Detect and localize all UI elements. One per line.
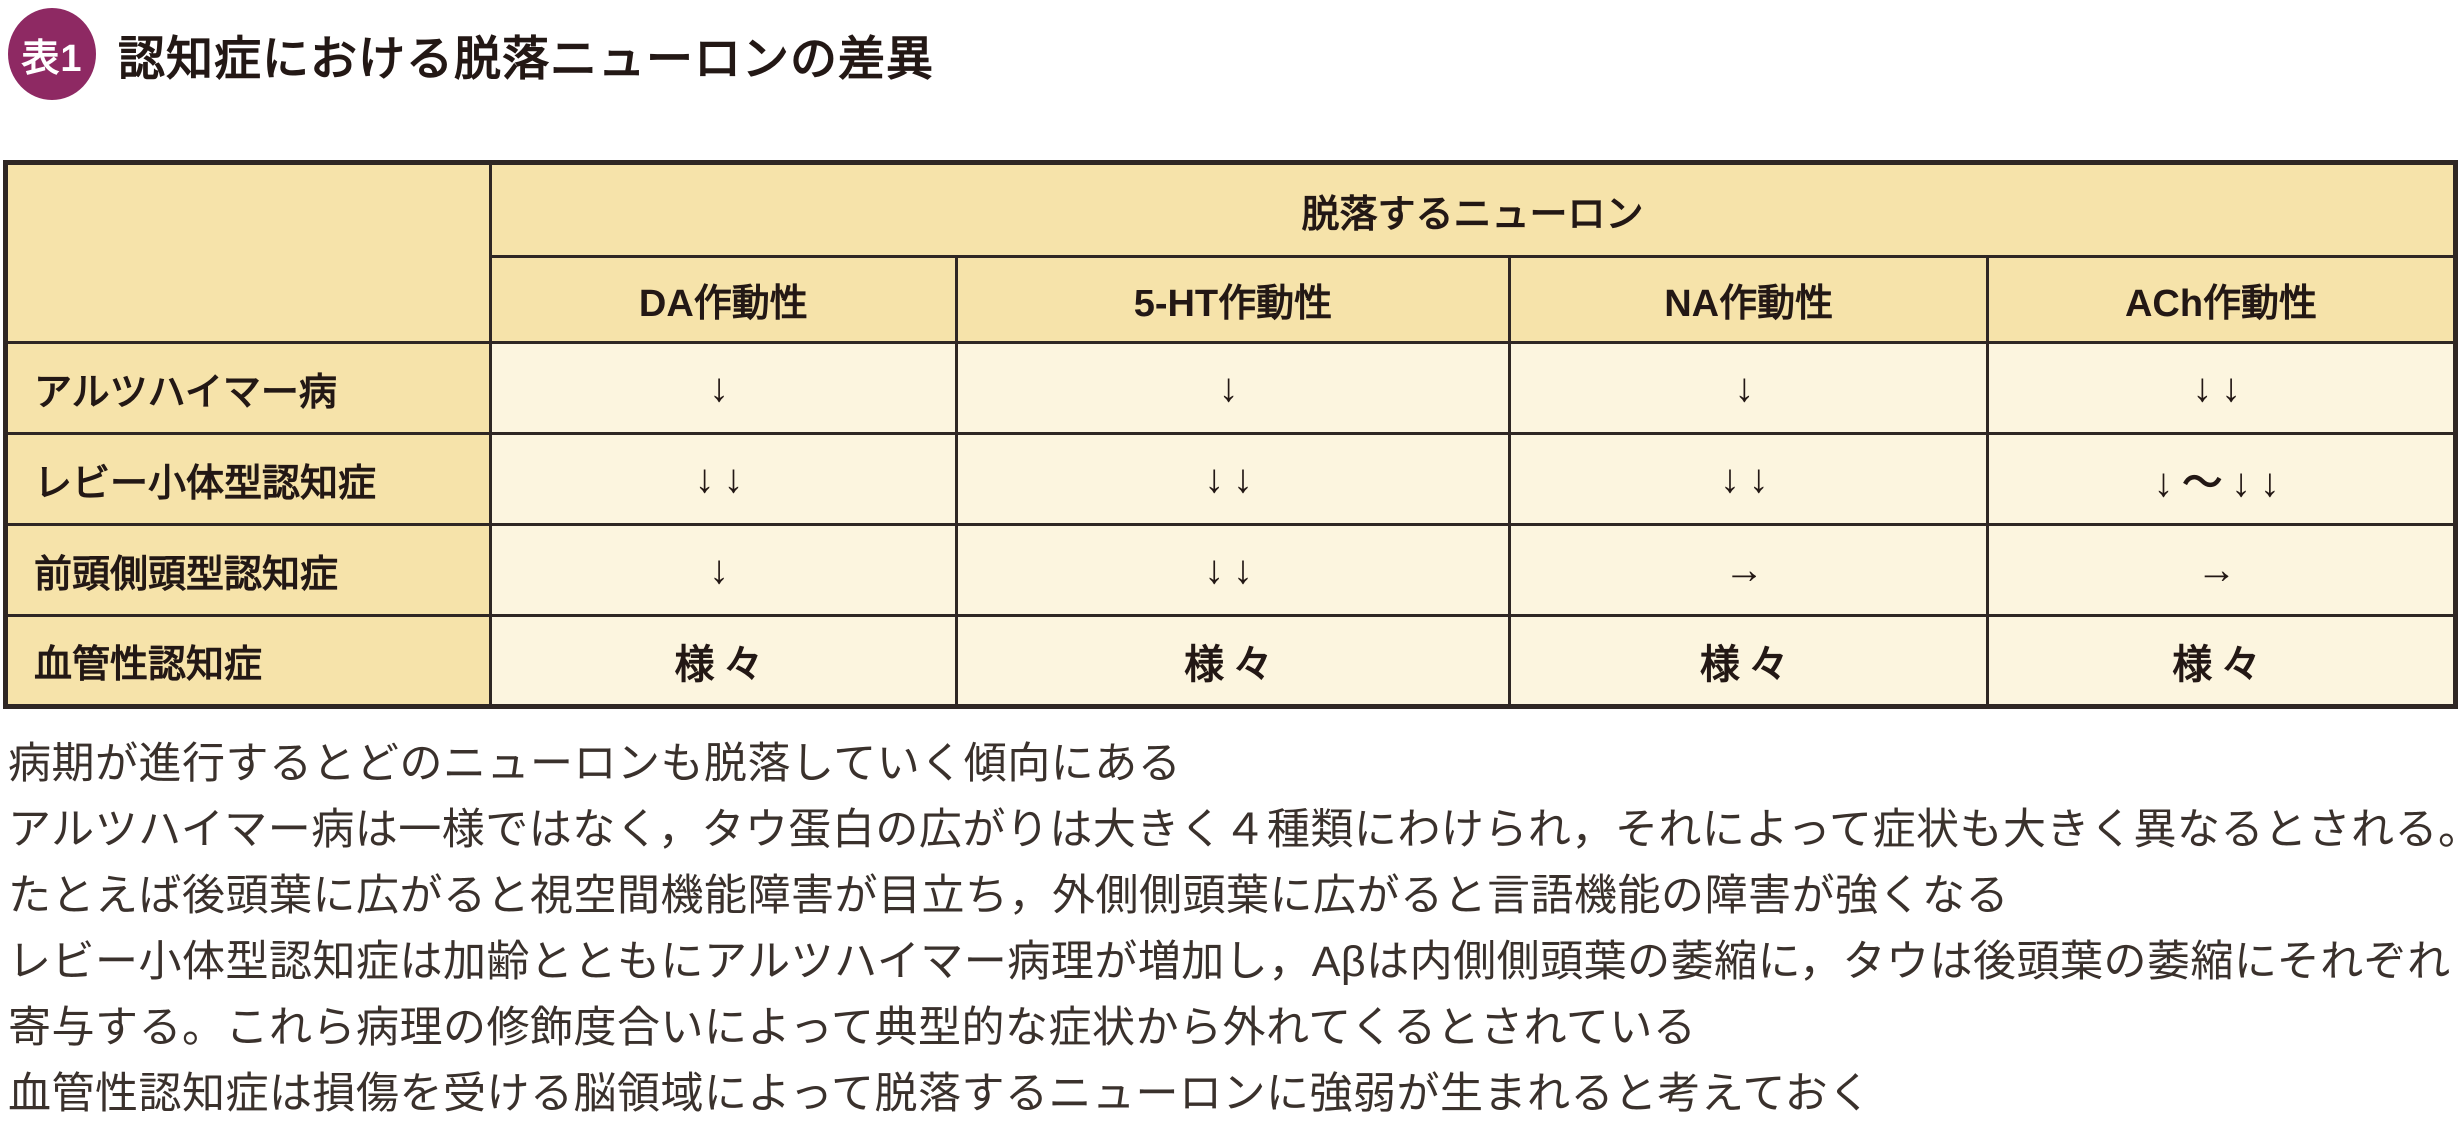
table-caption: 表1 認知症における脱落ニューロンの差異 (8, 6, 2458, 102)
table-row-frontotemporal: 前頭側頭型認知症 ↓ ↓↓ → → (3, 523, 2457, 617)
row-label: レビー小体型認知症 (3, 432, 493, 526)
cell-value: ↓〜↓↓ (1986, 432, 2457, 526)
cell-value: ↓↓ (954, 523, 1512, 617)
cell-value: → (1508, 523, 1990, 617)
page-title: 認知症における脱落ニューロンの差異 (118, 31, 934, 85)
corner-cell (3, 161, 493, 344)
cell-value: ↓↓ (954, 432, 1512, 526)
column-header-na: NA作動性 (1508, 255, 1990, 344)
cell-value: 様々 (1986, 614, 2457, 708)
table-notes: 病期が進行するとどのニューロンも脱落していく傾向にある アルツハイマー病は一様で… (8, 731, 2461, 1127)
cell-value: 様々 (954, 614, 1512, 708)
note-line: レビー小体型認知症は加齢とともにアルツハイマー病理が増加し，Aβは内側側頭葉の萎… (8, 938, 2451, 986)
column-header-ach: ACh作動性 (1986, 255, 2457, 344)
note-line: 血管性認知症は損傷を受ける脳領域によって脱落するニューロンに強弱が生まれると考え… (8, 1070, 1872, 1118)
note-line: 寄与する。これら病理の修飾度合いによって典型的な症状から外れてくるとされている (8, 1004, 1697, 1052)
note-line: 病期が進行するとどのニューロンも脱落していく傾向にある (8, 740, 1182, 788)
column-header-row: DA作動性 5-HT作動性 NA作動性 ACh作動性 (6, 255, 2457, 344)
cell-value: → (1986, 523, 2457, 617)
row-label: アルツハイマー病 (3, 341, 493, 435)
table-row-vascular: 血管性認知症 様々 様々 様々 様々 (3, 614, 2457, 708)
cell-value: ↓ (954, 341, 1512, 435)
table-row-alzheimer: アルツハイマー病 ↓ ↓ ↓ ↓↓ (3, 341, 2457, 435)
column-header-da: DA作動性 (489, 255, 958, 344)
table-row-lewy: レビー小体型認知症 ↓↓ ↓↓ ↓↓ ↓〜↓↓ (3, 432, 2457, 526)
group-header-row: 脱落するニューロン (3, 161, 2457, 344)
group-header: 脱落するニューロン (489, 161, 2457, 258)
cell-value: ↓ (489, 341, 958, 435)
note-line: アルツハイマー病は一様ではなく，タウ蛋白の広がりは大きく４種類にわけられ，それに… (8, 806, 2461, 854)
cell-value: ↓ (1508, 341, 1990, 435)
cell-value: 様々 (489, 614, 958, 708)
note-line: たとえば後頭葉に広がると視空間機能障害が目立ち，外側側頭葉に広がると言語機能の障… (8, 872, 2009, 920)
cell-value: ↓ (489, 523, 958, 617)
table-number-badge: 表1 (8, 8, 96, 100)
cell-value: ↓↓ (1986, 341, 2457, 435)
cell-value: ↓↓ (1508, 432, 1990, 526)
row-label: 血管性認知症 (3, 614, 493, 708)
cell-value: ↓↓ (489, 432, 958, 526)
neuron-loss-table: 脱落するニューロン DA作動性 5-HT作動性 NA作動性 ACh作動性 アルツ… (3, 160, 2458, 709)
column-header-5ht: 5-HT作動性 (954, 255, 1512, 344)
cell-value: 様々 (1508, 614, 1990, 708)
row-label: 前頭側頭型認知症 (3, 523, 493, 617)
